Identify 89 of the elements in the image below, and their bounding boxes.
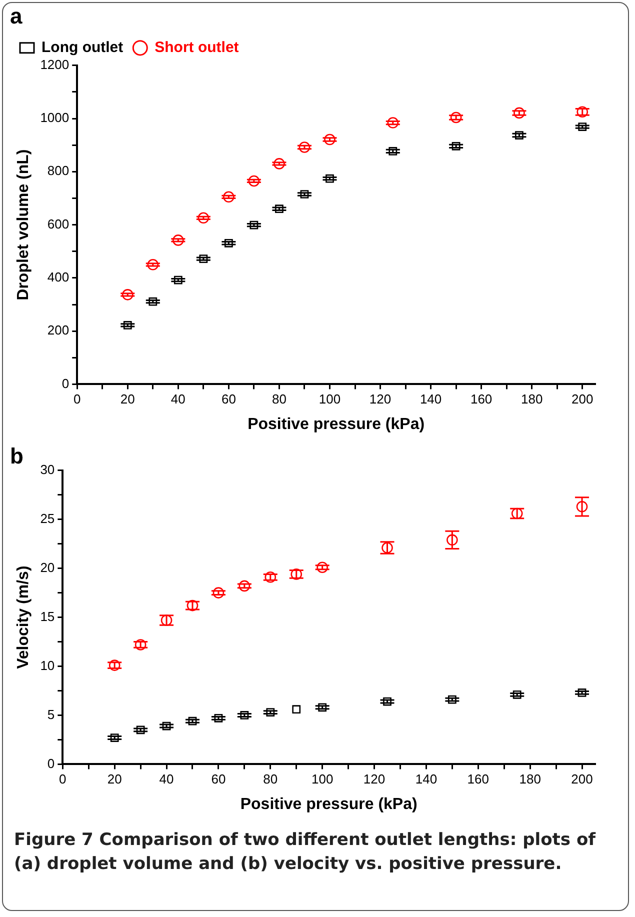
y-tick-label: 10 [40,658,55,673]
point [266,708,275,716]
x-axis-title: Positive pressure (kPa) [248,416,425,433]
x-tick-label: 60 [221,392,236,407]
point [292,705,301,714]
point [248,175,260,187]
point [324,134,336,146]
x-axis-title: Positive pressure (kPa) [240,796,418,813]
point [198,212,210,224]
point [388,147,398,156]
point [512,690,522,699]
point [250,220,258,230]
point [515,131,524,140]
point [224,238,233,248]
y-axis-title: Droplet volume (nL) [15,149,32,300]
y-tick-label: 0 [47,756,55,771]
y-tick-label: 600 [47,216,70,232]
x-tick-label: 20 [107,772,122,787]
x-tick-label: 60 [211,772,226,787]
y-tick-label: 0 [62,376,70,391]
x-tick-label: 180 [519,772,541,787]
point [147,259,159,270]
x-tick-label: 120 [363,772,386,787]
y-tick-label: 200 [47,322,70,338]
point [240,711,249,720]
point [275,204,284,214]
y-tick-label: 15 [40,608,55,624]
y-tick-label: 1000 [40,110,70,126]
x-tick-label: 200 [571,772,593,787]
point [123,321,132,330]
x-tick-label: 120 [369,392,392,407]
x-tick-label: 100 [311,772,334,787]
point [136,726,145,734]
x-tick-label: 180 [520,392,543,407]
y-tick-label: 5 [47,706,55,722]
x-tick-label: 0 [74,392,81,407]
y-tick-label: 25 [40,510,55,526]
point [300,190,309,198]
x-tick-label: 80 [263,772,278,787]
y-tick-label: 400 [47,270,70,285]
point [264,572,276,583]
point [274,158,285,170]
point [514,107,525,119]
point [108,660,120,671]
point [223,191,234,203]
chart-title: b [10,443,24,468]
x-tick-label: 160 [470,392,492,407]
x-tick-label: 140 [420,392,442,407]
point [290,568,302,580]
point [448,695,456,704]
point [318,703,327,712]
point [148,297,158,306]
chart-title: a [10,3,23,28]
x-tick-label: 160 [467,772,489,787]
point [134,639,146,650]
point [188,716,197,726]
legend-label: Long outlet [42,39,124,56]
point [452,142,460,150]
point [238,580,250,592]
point [199,254,208,263]
y-tick-label: 30 [40,462,55,477]
y-axis-title: Velocity (m/s) [15,566,32,669]
y-tick-label: 1200 [40,56,70,72]
point [214,714,223,722]
y-tick-label: 800 [47,163,70,178]
point [387,117,399,128]
x-tick-label: 40 [170,392,186,407]
point [298,142,310,153]
point [172,234,184,246]
x-tick-label: 140 [415,772,438,787]
point [326,174,334,183]
point [110,734,119,742]
point [212,587,224,598]
x-tick-label: 80 [272,392,286,407]
caption: Figure 7 Comparison of two different outlet lengths: plots of (a) droplet volume and (b) velocity vs. positive pressure. [14,829,597,876]
point [578,688,586,697]
point [122,289,134,300]
point [450,112,462,124]
point [316,562,328,574]
y-tick-label: 20 [40,560,55,575]
x-tick-label: 200 [572,392,594,407]
x-tick-label: 20 [120,392,135,407]
point [174,276,182,284]
x-tick-label: 100 [318,392,341,407]
legend-label: Short outlet [154,39,239,56]
point [162,722,171,730]
point [383,697,392,706]
x-tick-label: 40 [159,772,174,787]
point [578,122,587,131]
